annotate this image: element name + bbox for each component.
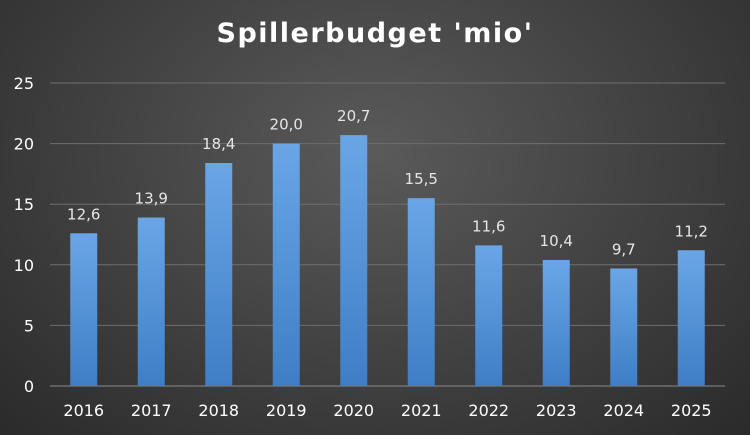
bar-2017 — [137, 217, 165, 386]
x-tick-label-2020: 2020 — [333, 401, 374, 420]
data-label-2019: 20,0 — [270, 116, 303, 134]
x-tick-label-2016: 2016 — [63, 401, 104, 420]
bar-2025 — [677, 250, 705, 386]
x-tick-label-2018: 2018 — [198, 401, 239, 420]
x-tick-label-2017: 2017 — [131, 401, 172, 420]
bar-2016 — [70, 233, 98, 386]
data-label-2016: 12,6 — [67, 205, 100, 223]
bar-2021 — [407, 198, 435, 386]
bar-2024 — [610, 268, 638, 386]
y-tick-label: 20 — [14, 135, 34, 154]
data-label-2017: 13,9 — [135, 190, 168, 208]
data-label-2023: 10,4 — [540, 232, 573, 250]
x-tick-label-2022: 2022 — [468, 401, 509, 420]
data-labels: 12,6 13,9 18,4 20,0 20,7 15,5 11,6 10,4 9,7 11,2 — [67, 107, 708, 258]
y-tick-label: 25 — [14, 74, 34, 93]
bar-2023 — [542, 259, 570, 386]
x-tick-label-2019: 2019 — [266, 401, 307, 420]
bar-2018 — [205, 162, 233, 386]
bar-2019 — [272, 143, 300, 386]
x-tick-label-2025: 2025 — [671, 401, 712, 420]
data-label-2025: 11,2 — [675, 222, 708, 240]
data-label-2020: 20,7 — [337, 107, 370, 125]
y-tick-label: 0 — [24, 377, 34, 396]
y-axis-ticks: 0 5 10 15 20 25 — [14, 74, 34, 396]
x-tick-label-2021: 2021 — [401, 401, 442, 420]
data-label-2024: 9,7 — [612, 240, 636, 258]
data-label-2022: 11,6 — [472, 217, 505, 235]
data-label-2021: 15,5 — [405, 170, 438, 188]
bars — [70, 135, 705, 386]
y-tick-label: 15 — [14, 195, 34, 214]
y-tick-label: 10 — [14, 256, 34, 275]
y-tick-label: 5 — [24, 316, 34, 335]
bar-2020 — [340, 135, 368, 386]
data-label-2018: 18,4 — [202, 135, 235, 153]
bar-2022 — [475, 245, 503, 386]
chart-title: Spillerbudget 'mio' — [216, 18, 534, 49]
x-tick-label-2024: 2024 — [603, 401, 644, 420]
x-axis-ticks: 2016 2017 2018 2019 2020 2021 2022 2023 2024 2025 — [63, 401, 711, 420]
x-tick-label-2023: 2023 — [536, 401, 577, 420]
